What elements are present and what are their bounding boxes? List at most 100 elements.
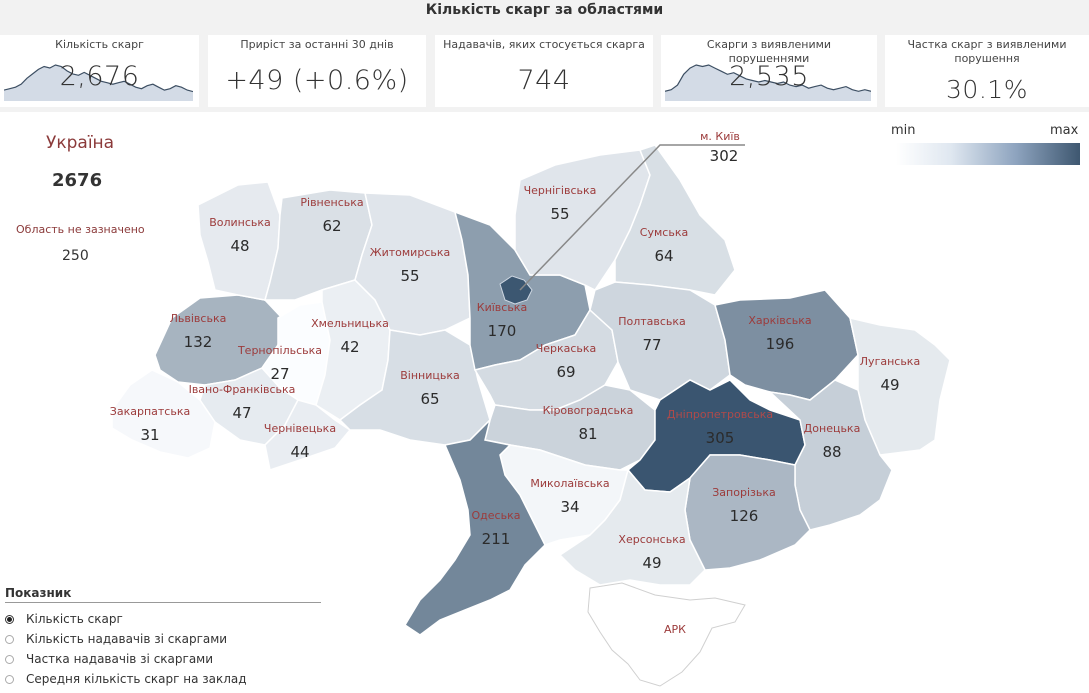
region-value-label: 69 <box>556 363 575 381</box>
region-name-label: Харківська <box>748 314 811 327</box>
option-label: Середня кількість скарг на заклад <box>26 672 247 686</box>
region-name-label: Закарпатська <box>110 405 190 418</box>
legend-gradient <box>896 143 1080 165</box>
radio-button[interactable] <box>5 634 14 644</box>
sparkline-area <box>665 65 871 101</box>
kpi-value: 744 <box>517 65 571 96</box>
region-value-label: 55 <box>550 205 569 223</box>
sparkline-area <box>4 65 193 101</box>
region-value-label: 211 <box>482 530 511 548</box>
page-title: Кількість скарг за областями <box>425 2 664 18</box>
region-name-label: Волинська <box>209 216 271 229</box>
region-name-label: Хмельницька <box>311 317 389 330</box>
kpi-value: +49 (+0.6%) <box>225 65 409 96</box>
radio-button[interactable] <box>5 614 14 624</box>
region-value-label: 77 <box>642 336 661 354</box>
indicator-option-providers[interactable]: Кількість надавачів зі скаргами <box>5 629 325 649</box>
kpi-card-share[interactable]: Частка скарг з виявленими порушення 30.1… <box>885 35 1089 107</box>
region-value-label: 42 <box>340 338 359 356</box>
kpi-sparkline <box>4 64 193 101</box>
kpi-value: 2,535 <box>729 61 809 92</box>
region-kyiv-city[interactable] <box>499 275 533 305</box>
region-name-label: Кіровоградська <box>543 404 634 417</box>
region-value-label: 64 <box>654 247 673 265</box>
sparkline-line <box>665 64 871 92</box>
kpi-sparkline <box>665 64 871 101</box>
region-name-label: Донецька <box>804 422 861 435</box>
ukraine-map[interactable]: Волинська 48 Рівненська 62 Житомирська 55 Черн… <box>0 112 1089 693</box>
kyiv-city-name-label: м. Київ <box>700 130 740 143</box>
radio-button[interactable] <box>5 654 14 664</box>
region-value-label: 170 <box>488 322 517 340</box>
region-value-label: 126 <box>730 507 759 525</box>
region-value-label: 196 <box>766 335 795 353</box>
region-donetska[interactable] <box>767 379 893 531</box>
indicator-selector: Показник Кількість скарг Кількість надав… <box>5 586 325 689</box>
region-value-label: 44 <box>290 443 309 461</box>
region-name-label: Черкаська <box>536 342 597 355</box>
region-name-label: Тернопільська <box>237 344 322 357</box>
ukraine-label: Україна <box>46 133 115 153</box>
option-label: Частка надавачів зі скаргами <box>26 652 214 666</box>
region-khersonska[interactable] <box>558 468 706 586</box>
region-name-label: Одеська <box>472 509 521 522</box>
region-name-label: Сумська <box>640 226 688 239</box>
region-name-label: Полтавська <box>618 315 686 328</box>
region-vinnytska[interactable] <box>338 329 491 446</box>
radio-button[interactable] <box>5 674 14 684</box>
region-name-label: Львівська <box>170 312 227 325</box>
region-name-label: Рівненська <box>300 196 363 209</box>
indicator-title: Показник <box>5 586 321 603</box>
region-name-label: Івано-Франківська <box>189 383 296 396</box>
indicator-option-complaints[interactable]: Кількість скарг <box>5 609 325 629</box>
region-name-label: Вінницька <box>400 369 460 382</box>
ukraine-total: 2676 <box>52 170 103 191</box>
kpi-card-violations[interactable]: Скарги з виявленими порушеннями 2,535 <box>661 35 877 107</box>
kpi-card-providers[interactable]: Надавачів, яких стосується скарга 744 <box>435 35 653 107</box>
region-ark[interactable] <box>587 582 746 687</box>
region-odeska[interactable] <box>403 417 546 636</box>
kpi-card-complaints[interactable]: Кількість скарг 2,676 <box>0 35 199 107</box>
kyiv-city-value-label: 302 <box>710 147 739 165</box>
region-value-label: 81 <box>578 425 597 443</box>
region-value-label: 47 <box>232 404 251 422</box>
legend-max-label: max <box>1050 123 1079 138</box>
indicator-option-average[interactable]: Середня кількість скарг на заклад <box>5 669 325 689</box>
region-value-label: 62 <box>322 217 341 235</box>
region-name-label: Луганська <box>860 355 920 368</box>
kpi-card-growth[interactable]: Приріст за останні 30 днів +49 (+0.6%) <box>208 35 426 107</box>
region-value-label: 65 <box>420 390 439 408</box>
kpi-label: Надавачів, яких стосується скарга <box>443 38 645 51</box>
kpi-label: Кількість скарг <box>55 38 144 51</box>
kyiv-leader-line <box>519 144 745 291</box>
kpi-label: Частка скарг з виявленими порушення <box>907 38 1067 65</box>
region-name-label: Київська <box>477 301 527 314</box>
region-name-label: Чернівецька <box>264 422 336 435</box>
region-zakarpatska[interactable] <box>111 369 216 459</box>
region-chernivetska[interactable] <box>264 399 352 471</box>
region-value-label: 34 <box>560 498 579 516</box>
region-name-label: АРК <box>664 623 686 636</box>
kpi-label: Приріст за останні 30 днів <box>240 38 394 51</box>
unspecified-value: 250 <box>62 248 89 264</box>
region-name-label: Миколаївська <box>530 477 609 490</box>
region-value-label: 49 <box>880 376 899 394</box>
region-name-label: Житомирська <box>370 246 450 259</box>
region-value-label: 31 <box>140 426 159 444</box>
sparkline-line <box>4 64 193 93</box>
legend-min-label: min <box>891 123 916 138</box>
region-value-label: 55 <box>400 267 419 285</box>
option-label: Кількість надавачів зі скаргами <box>26 632 228 646</box>
unspecified-label: Область не зазначено <box>16 223 145 236</box>
kpi-value: 30.1% <box>946 75 1028 104</box>
region-name-label: Чернігівська <box>524 184 597 197</box>
region-value-label: 27 <box>270 365 289 383</box>
region-name-label: Дніпропетровська <box>667 408 773 421</box>
region-name-label: Херсонська <box>618 533 685 546</box>
region-value-label: 88 <box>822 443 841 461</box>
region-value-label: 49 <box>642 554 661 572</box>
region-value-label: 305 <box>706 429 735 447</box>
kpi-value: 2,676 <box>59 61 140 92</box>
indicator-option-providers-share[interactable]: Частка надавачів зі скаргами <box>5 649 325 669</box>
region-value-label: 48 <box>230 237 249 255</box>
